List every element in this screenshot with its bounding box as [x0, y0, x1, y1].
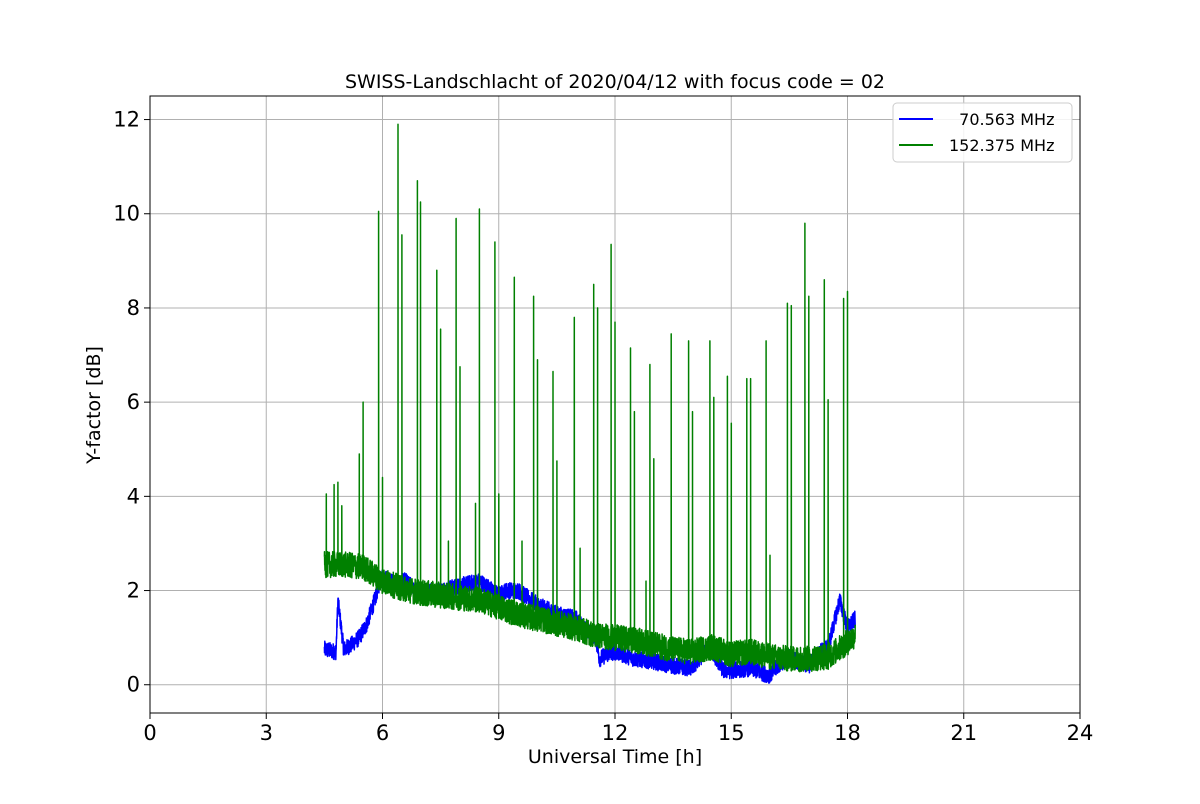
- y-tick-label: 4: [127, 484, 140, 508]
- y-tick-label: 8: [127, 296, 140, 320]
- x-tick-label: 3: [260, 721, 273, 745]
- x-tick-label: 21: [950, 721, 977, 745]
- chart-title: SWISS-Landschlacht of 2020/04/12 with fo…: [345, 71, 885, 93]
- y-axis-label: Y-factor [dB]: [83, 346, 105, 465]
- y-tick-label: 2: [127, 579, 140, 603]
- legend-label: 152.375 MHz: [949, 136, 1054, 155]
- legend-box: [892, 102, 1073, 163]
- series-line-152-375-mhz: [323, 123, 856, 673]
- y-tick-label: 10: [113, 202, 140, 226]
- y-tick-label: 6: [127, 390, 140, 414]
- legend: 70.563 MHz 152.375 MHz: [892, 102, 1073, 163]
- x-tick-label: 0: [143, 721, 156, 745]
- x-tick-label: 9: [492, 721, 505, 745]
- x-tick-label: 12: [602, 721, 629, 745]
- x-tick-label: 15: [718, 721, 745, 745]
- x-tick-label: 18: [834, 721, 861, 745]
- plot-area: [323, 123, 856, 684]
- x-tick-label: 24: [1067, 721, 1094, 745]
- x-axis-label: Universal Time [h]: [528, 746, 702, 768]
- y-tick-label: 12: [113, 108, 140, 132]
- y-tick-label: 0: [127, 673, 140, 697]
- x-tick-label: 6: [376, 721, 389, 745]
- legend-label: 70.563 MHz: [949, 110, 1054, 129]
